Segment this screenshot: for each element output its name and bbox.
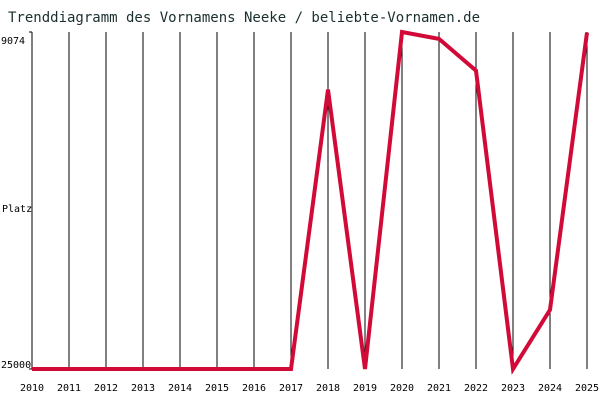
- y-axis-label: Platz: [2, 204, 32, 215]
- x-tick-label: 2014: [168, 383, 192, 394]
- chart-title: Trenddiagramm des Vornamens Neeke / beli…: [8, 10, 480, 26]
- x-tick-label: 2011: [57, 383, 81, 394]
- x-tick-label: 2010: [20, 383, 44, 394]
- x-tick-label: 2021: [427, 383, 451, 394]
- x-tick-label: 2017: [279, 383, 303, 394]
- x-tick-label: 2016: [242, 383, 266, 394]
- y-tick-label: 9074: [1, 36, 25, 47]
- y-tick-label: 25000: [1, 360, 31, 371]
- x-tick-label: 2019: [353, 383, 377, 394]
- x-tick-label: 2013: [131, 383, 155, 394]
- x-tick-label: 2018: [316, 383, 340, 394]
- x-tick-label: 2015: [205, 383, 229, 394]
- x-tick-label: 2024: [538, 383, 562, 394]
- x-tick-label: 2012: [94, 383, 118, 394]
- series-line: [32, 29, 589, 375]
- x-tick-label: 2023: [501, 383, 525, 394]
- x-tick-label: 2025: [575, 383, 599, 394]
- x-tick-label: 2020: [390, 383, 414, 394]
- x-tick-label: 2022: [464, 383, 488, 394]
